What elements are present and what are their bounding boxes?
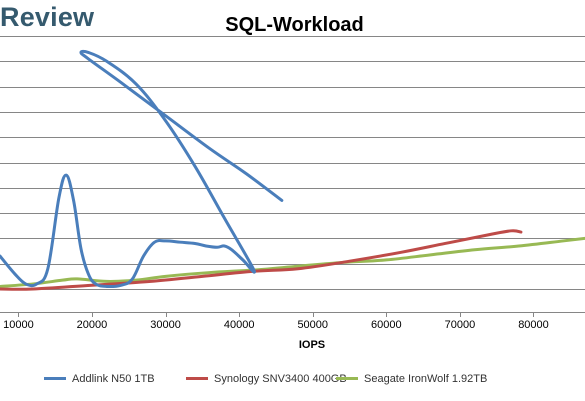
chart-title-text: SQL-Workload: [225, 14, 364, 36]
legend-label: Synology SNV3400 400GB: [214, 373, 347, 386]
x-tick-labels: 10000 20000 30000 40000 50000 60000 70000 80000: [3, 319, 549, 331]
legend-swatch: [44, 376, 66, 380]
x-tick-label: 10000: [3, 319, 34, 331]
legend-entry: Seagate IronWolf 1.92TB: [336, 373, 487, 385]
x-axis: [0, 312, 585, 317]
x-axis-label: IOPS: [299, 339, 325, 351]
x-tick-label: 60000: [371, 319, 402, 331]
series-line-seagate-ironwolf-1-92tb: [0, 236, 585, 288]
legend-entry: Synology SNV3400 400GB: [186, 373, 347, 385]
x-tick-label: 70000: [445, 319, 476, 331]
series-line-addlink-n50-1tb: [0, 49, 284, 289]
series-line-synology-snv3400-400gb: [0, 229, 523, 291]
brand-logo-text: Review: [0, 2, 95, 32]
legend-swatch: [186, 376, 208, 380]
series-lines: [0, 49, 585, 291]
x-tick-label: 40000: [224, 319, 255, 331]
legend-label: Seagate IronWolf 1.92TB: [364, 373, 488, 386]
x-tick-label: 20000: [77, 319, 108, 331]
legend-swatch: [336, 376, 358, 380]
chart-title: SQL-Workload: [0, 14, 585, 37]
legend-label: Addlink N50 1TB: [72, 373, 155, 386]
gridlines: [0, 36, 585, 290]
x-tick-label: 80000: [518, 319, 549, 331]
x-tick-label: 50000: [297, 319, 328, 331]
chart-legend: Addlink N50 1TB Synology SNV3400 400GB Sea…: [0, 373, 585, 389]
legend-entry: Addlink N50 1TB: [44, 373, 155, 385]
x-tick-label: 30000: [150, 319, 181, 331]
